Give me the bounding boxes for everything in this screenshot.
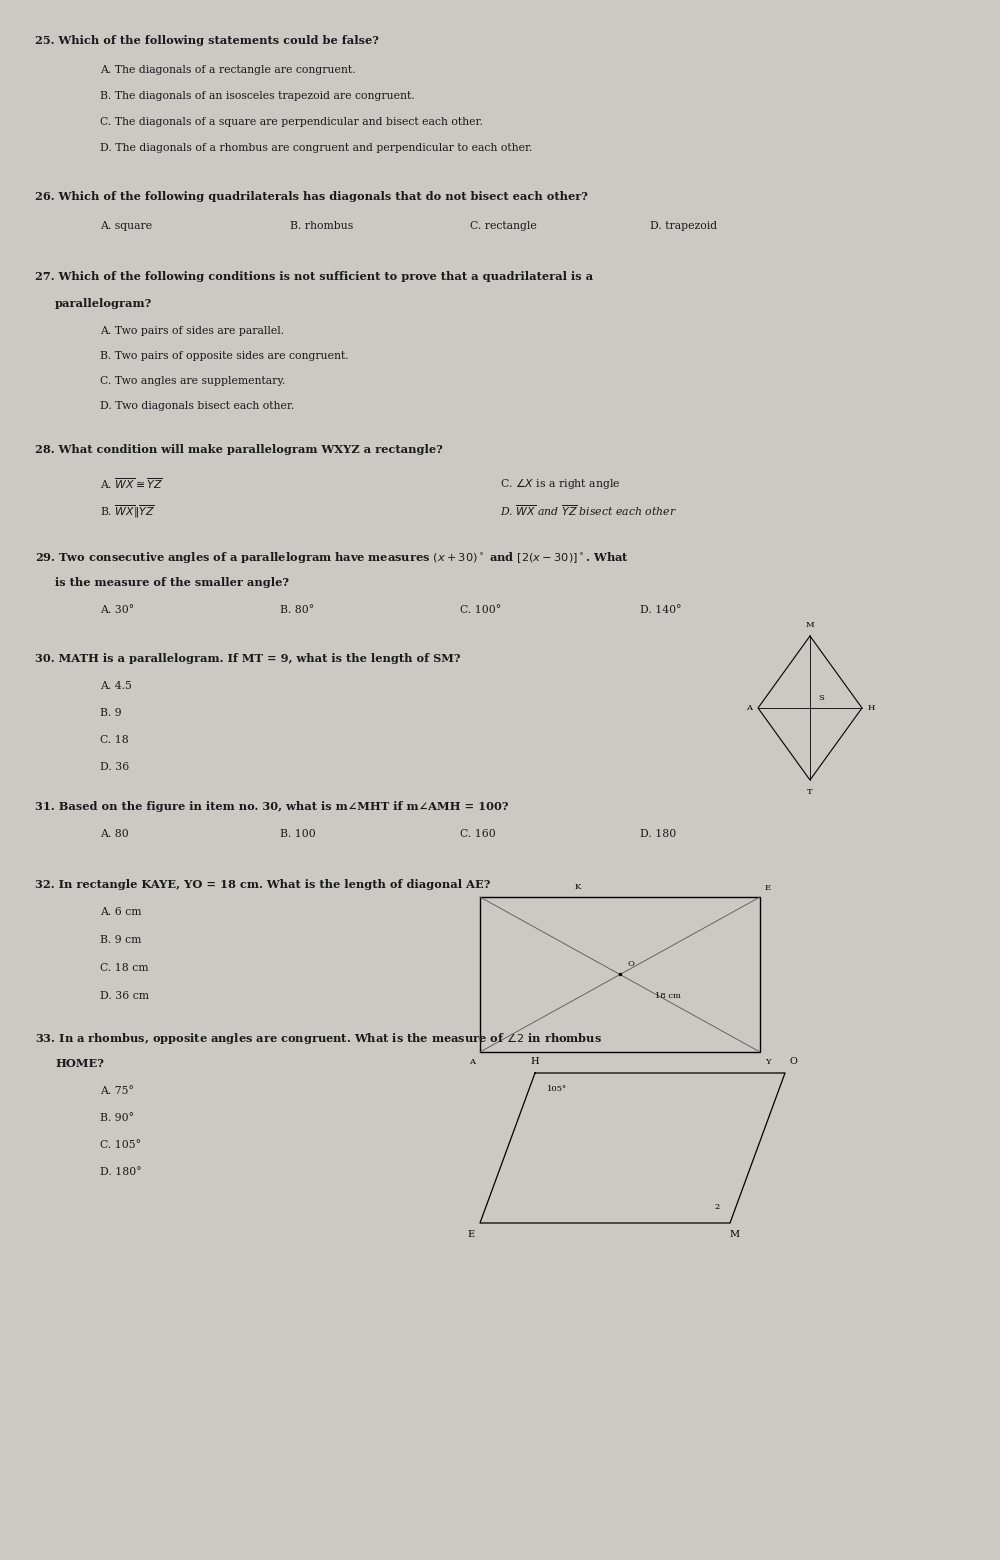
Text: D. 180: D. 180 <box>640 828 676 839</box>
Text: D. $\overline{WX}$ and $\overline{YZ}$ bisect each other: D. $\overline{WX}$ and $\overline{YZ}$ b… <box>500 502 677 518</box>
Text: C. Two angles are supplementary.: C. Two angles are supplementary. <box>100 376 285 385</box>
Text: C. 160: C. 160 <box>460 828 496 839</box>
Text: A. 75°: A. 75° <box>100 1086 134 1097</box>
Text: D. Two diagonals bisect each other.: D. Two diagonals bisect each other. <box>100 401 294 410</box>
Text: A: A <box>746 704 752 711</box>
Text: H: H <box>531 1058 539 1065</box>
Text: A. 30°: A. 30° <box>100 605 134 615</box>
Text: S: S <box>818 694 824 702</box>
Text: 31. Based on the figure in item no. 30, what is m∠MHT if m∠AMH = 100?: 31. Based on the figure in item no. 30, … <box>35 800 509 813</box>
Text: is the measure of the smaller angle?: is the measure of the smaller angle? <box>55 577 289 588</box>
Text: H: H <box>868 704 875 711</box>
Text: B. Two pairs of opposite sides are congruent.: B. Two pairs of opposite sides are congr… <box>100 351 349 360</box>
Text: D. 36 cm: D. 36 cm <box>100 991 149 1002</box>
Text: A. 6 cm: A. 6 cm <box>100 906 142 917</box>
Text: K: K <box>575 883 581 891</box>
Text: B. rhombus: B. rhombus <box>290 222 353 231</box>
Text: 32. In rectangle KAYE, YO = 18 cm. What is the length of diagonal AE?: 32. In rectangle KAYE, YO = 18 cm. What … <box>35 878 490 891</box>
Text: D. 36: D. 36 <box>100 761 129 772</box>
Text: O: O <box>790 1058 798 1065</box>
Text: B. 90°: B. 90° <box>100 1112 134 1123</box>
Text: C. The diagonals of a square are perpendicular and bisect each other.: C. The diagonals of a square are perpend… <box>100 117 483 126</box>
Text: C. rectangle: C. rectangle <box>470 222 537 231</box>
Text: C. 100°: C. 100° <box>460 605 501 615</box>
Text: C. 18 cm: C. 18 cm <box>100 963 148 973</box>
Text: M: M <box>730 1229 740 1239</box>
Text: C. 18: C. 18 <box>100 735 129 746</box>
Text: B. 9: B. 9 <box>100 708 122 718</box>
Text: 33. In a rhombus, opposite angles are congruent. What is the measure of $\angle : 33. In a rhombus, opposite angles are co… <box>35 1031 602 1047</box>
Text: A. Two pairs of sides are parallel.: A. Two pairs of sides are parallel. <box>100 326 284 335</box>
Text: 25. Which of the following statements could be false?: 25. Which of the following statements co… <box>35 34 379 45</box>
Text: D. trapezoid: D. trapezoid <box>650 222 717 231</box>
Text: 26. Which of the following quadrilaterals has diagonals that do not bisect each : 26. Which of the following quadrilateral… <box>35 190 588 201</box>
Text: A. 80: A. 80 <box>100 828 129 839</box>
Text: A: A <box>469 1058 475 1065</box>
Bar <box>480 897 760 1051</box>
Text: D. The diagonals of a rhombus are congruent and perpendicular to each other.: D. The diagonals of a rhombus are congru… <box>100 144 532 153</box>
Text: B. The diagonals of an isosceles trapezoid are congruent.: B. The diagonals of an isosceles trapezo… <box>100 90 415 101</box>
Text: 30. MATH is a parallelogram. If MT = 9, what is the length of SM?: 30. MATH is a parallelogram. If MT = 9, … <box>35 654 460 665</box>
Text: 28. What condition will make parallelogram WXYZ a rectangle?: 28. What condition will make parallelogr… <box>35 445 443 456</box>
Text: C. 105°: C. 105° <box>100 1140 141 1150</box>
Text: 2: 2 <box>715 1203 720 1211</box>
Text: 27. Which of the following conditions is not sufficient to prove that a quadrila: 27. Which of the following conditions is… <box>35 271 593 282</box>
Text: D. 140°: D. 140° <box>640 605 682 615</box>
Text: O: O <box>628 961 635 969</box>
Text: parallelogram?: parallelogram? <box>55 298 152 309</box>
Text: A. 4.5: A. 4.5 <box>100 682 132 691</box>
Text: D. 180°: D. 180° <box>100 1167 142 1176</box>
Text: B. $\overline{WX} \| \overline{YZ}$: B. $\overline{WX} \| \overline{YZ}$ <box>100 502 155 519</box>
Text: T: T <box>807 788 813 796</box>
Text: B. 9 cm: B. 9 cm <box>100 934 141 945</box>
Text: E: E <box>765 885 771 892</box>
Text: B. 80°: B. 80° <box>280 605 314 615</box>
Text: 29. Two consecutive angles of a parallelogram have measures $(x + 30)^\circ$ and: 29. Two consecutive angles of a parallel… <box>35 551 629 565</box>
Text: A. $\overline{WX} \cong \overline{YZ}$: A. $\overline{WX} \cong \overline{YZ}$ <box>100 476 163 491</box>
Text: C. $\angle X$ is a right angle: C. $\angle X$ is a right angle <box>500 476 621 491</box>
Text: 105°: 105° <box>547 1086 567 1094</box>
Text: A. The diagonals of a rectangle are congruent.: A. The diagonals of a rectangle are cong… <box>100 66 356 75</box>
Text: Y: Y <box>765 1058 771 1065</box>
Text: B. 100: B. 100 <box>280 828 316 839</box>
Text: 18 cm: 18 cm <box>655 992 681 1000</box>
Text: M: M <box>806 621 814 629</box>
Text: HOME?: HOME? <box>55 1058 104 1069</box>
Text: E: E <box>468 1229 475 1239</box>
Text: A. square: A. square <box>100 222 152 231</box>
